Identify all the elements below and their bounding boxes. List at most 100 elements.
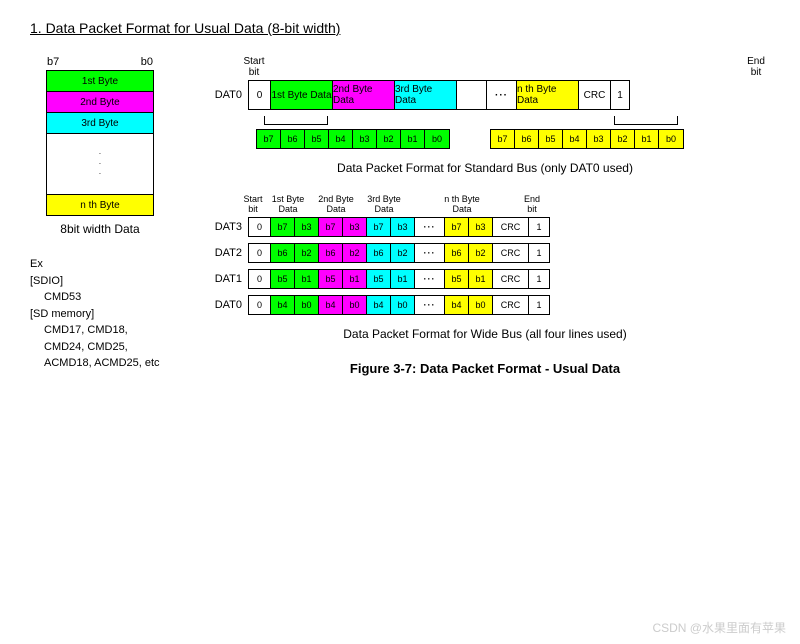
- ex-sdmem-items: CMD17, CMD18, CMD24, CMD25, ACMD18, ACMD…: [30, 322, 164, 372]
- start-bit-label: Start bit: [242, 56, 266, 78]
- packet-cell: b1: [343, 270, 367, 288]
- wide-line-row: DAT00b4b0b4b0b4b0···b4b0CRC1: [200, 295, 770, 315]
- packet-cell: b4: [329, 130, 353, 148]
- packet-cell: b6: [319, 244, 343, 262]
- packet-cell: 0: [249, 218, 271, 236]
- wide-line-row: DAT10b5b1b5b1b5b1···b5b1CRC1: [200, 269, 770, 289]
- packet-cell: b7: [257, 130, 281, 148]
- packet-cell: b3: [391, 218, 415, 236]
- packet-cell: 0: [249, 81, 271, 109]
- wide-col-label: n th Byte Data: [438, 195, 486, 215]
- packet-cell: b2: [469, 244, 493, 262]
- wide-col-label: End bit: [522, 195, 542, 215]
- packet-cell: b4: [367, 296, 391, 314]
- packet-cell: b5: [271, 270, 295, 288]
- packet-cell: b4: [563, 130, 587, 148]
- packet-cell: b3: [353, 130, 377, 148]
- packet-cell: 1: [611, 81, 629, 109]
- end-bit-label: End bit: [742, 56, 770, 78]
- wide-col-label: 3rd Byte Data: [360, 195, 408, 215]
- wide-col-label: 1st Byte Data: [264, 195, 312, 215]
- wide-strip: 0b4b0b4b0b4b0···b4b0CRC1: [248, 295, 550, 315]
- packet-cell: b3: [587, 130, 611, 148]
- packet-cell: b3: [343, 218, 367, 236]
- byte-stack: 1st Byte2nd Byte3rd Byte···n th Byte: [46, 70, 154, 216]
- bit-labels: b7 b0: [47, 56, 153, 68]
- dat-label: DAT0: [200, 299, 248, 311]
- packet-cell: ···: [415, 218, 445, 236]
- green-bits: b7b6b5b4b3b2b1b0: [256, 129, 450, 149]
- bit-lo-label: b0: [141, 56, 153, 68]
- wide-strip: 0b6b2b6b2b6b2···b6b2CRC1: [248, 243, 550, 263]
- figure-caption: Figure 3-7: Data Packet Format - Usual D…: [200, 361, 770, 376]
- standard-caption: Data Packet Format for Standard Bus (onl…: [200, 161, 770, 175]
- wide-col-label: [200, 195, 242, 215]
- packet-cell: 1: [529, 218, 549, 236]
- packet-cell: b5: [445, 270, 469, 288]
- packet-cell: b1: [295, 270, 319, 288]
- packet-cell: b2: [343, 244, 367, 262]
- packet-cell: b6: [367, 244, 391, 262]
- packet-cell: 1st Byte Data: [271, 81, 333, 109]
- standard-packet: Start bit End bit DAT0 01st Byte Data2nd…: [200, 56, 770, 175]
- packet-cell: b0: [425, 130, 449, 148]
- packet-cell: b6: [281, 130, 305, 148]
- packet-cell: b7: [319, 218, 343, 236]
- packet-cell: b4: [445, 296, 469, 314]
- packet-cell: b1: [401, 130, 425, 148]
- packet-cell: 1: [529, 244, 549, 262]
- byte-dots: ···: [47, 134, 153, 195]
- ex-sdio-items: CMD53: [30, 289, 170, 306]
- standard-strip: 01st Byte Data2nd Byte Data3rd Byte Data…: [248, 80, 630, 110]
- left-column: b7 b0 1st Byte2nd Byte3rd Byte···n th By…: [30, 56, 170, 376]
- wide-strip: 0b7b3b7b3b7b3···b7b3CRC1: [248, 217, 550, 237]
- packet-cell: b0: [295, 296, 319, 314]
- bit-hi-label: b7: [47, 56, 59, 68]
- packet-cell: b4: [271, 296, 295, 314]
- packet-cell: 0: [249, 244, 271, 262]
- packet-cell: b3: [469, 218, 493, 236]
- wide-col-label: Start bit: [242, 195, 264, 215]
- byte-row: 2nd Byte: [47, 92, 153, 113]
- packet-cell: b5: [305, 130, 329, 148]
- wide-caption: Data Packet Format for Wide Bus (all fou…: [200, 327, 770, 341]
- byte-row-nth: n th Byte: [47, 195, 153, 215]
- packet-cell: 1: [529, 296, 549, 314]
- right-column: Start bit End bit DAT0 01st Byte Data2nd…: [200, 56, 770, 376]
- wide-strip: 0b5b1b5b1b5b1···b5b1CRC1: [248, 269, 550, 289]
- packet-cell: ···: [415, 244, 445, 262]
- packet-cell: b1: [635, 130, 659, 148]
- packet-cell: b6: [271, 244, 295, 262]
- packet-cell: 0: [249, 270, 271, 288]
- packet-cell: b4: [319, 296, 343, 314]
- dat-label: DAT2: [200, 247, 248, 259]
- packet-cell: b0: [659, 130, 683, 148]
- packet-cell: b3: [295, 218, 319, 236]
- dat-label: DAT1: [200, 273, 248, 285]
- left-caption: 8bit width Data: [30, 222, 170, 236]
- packet-cell: 1: [529, 270, 549, 288]
- byte-row: 1st Byte: [47, 71, 153, 92]
- dat0-label: DAT0: [200, 89, 248, 101]
- byte-row: 3rd Byte: [47, 113, 153, 134]
- example-block: Ex [SDIO] CMD53 [SD memory] CMD17, CMD18…: [30, 256, 170, 372]
- packet-cell: ···: [415, 270, 445, 288]
- ex-heading: Ex: [30, 256, 170, 273]
- packet-cell: b7: [491, 130, 515, 148]
- yellow-bits: b7b6b5b4b3b2b1b0: [490, 129, 684, 149]
- packet-cell: CRC: [493, 244, 529, 262]
- packet-cell: b2: [377, 130, 401, 148]
- packet-cell: b2: [391, 244, 415, 262]
- packet-cell: b7: [367, 218, 391, 236]
- packet-cell: n th Byte Data: [517, 81, 579, 109]
- main-layout: b7 b0 1st Byte2nd Byte3rd Byte···n th By…: [30, 56, 770, 376]
- wide-line-row: DAT30b7b3b7b3b7b3···b7b3CRC1: [200, 217, 770, 237]
- packet-cell: b5: [319, 270, 343, 288]
- packet-cell: b6: [515, 130, 539, 148]
- watermark: CSDN @水果里面有苹果: [652, 619, 786, 636]
- wide-line-row: DAT20b6b2b6b2b6b2···b6b2CRC1: [200, 243, 770, 263]
- packet-cell: b7: [271, 218, 295, 236]
- packet-cell: CRC: [579, 81, 611, 109]
- packet-cell: [457, 81, 487, 109]
- packet-cell: b0: [391, 296, 415, 314]
